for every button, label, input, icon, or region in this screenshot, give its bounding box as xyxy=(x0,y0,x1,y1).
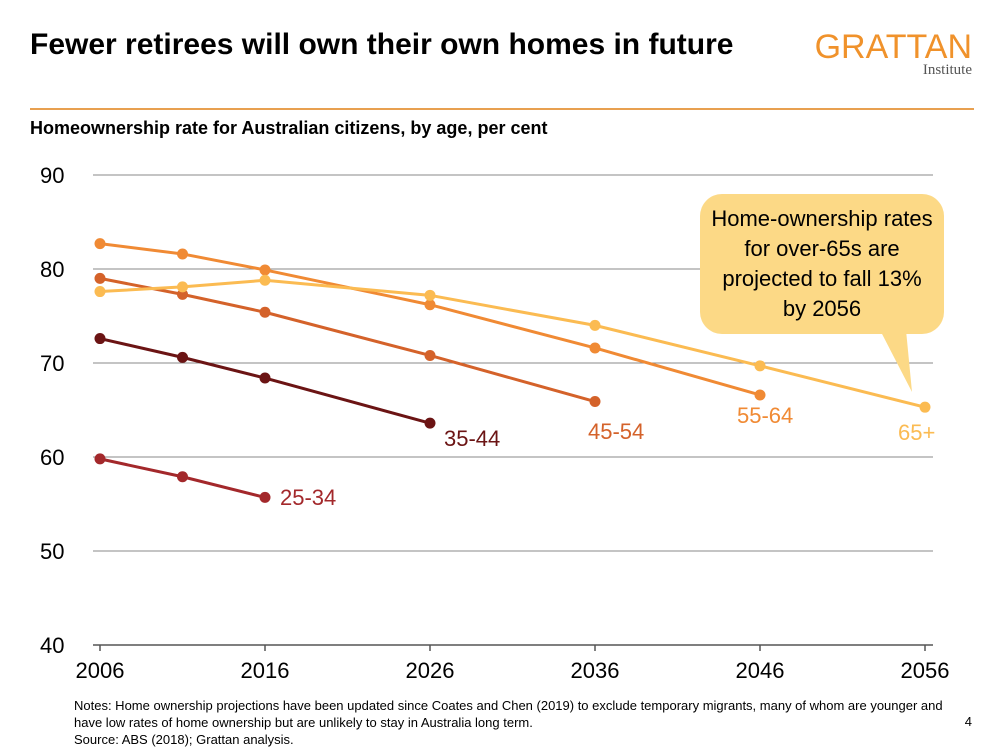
source-text: Source: ABS (2018); Grattan analysis. xyxy=(74,732,294,747)
data-point xyxy=(94,453,106,465)
logo-wordmark: GRATTAN xyxy=(814,28,972,66)
series-label: 45-54 xyxy=(588,419,644,444)
data-point xyxy=(177,281,188,293)
callout-box: Home-ownership rates for over-65s are pr… xyxy=(700,194,944,334)
x-tick-label: 2026 xyxy=(406,658,455,683)
notes-text: Notes: Home ownership projections have b… xyxy=(74,698,943,730)
logo-subtitle: Institute xyxy=(922,62,972,78)
header-divider xyxy=(30,108,974,110)
line-chart: 40 50 60 70 80 90 2006 2016 2026 2036 2046 2056 25-3… xyxy=(40,163,950,683)
y-tick-label: 50 xyxy=(40,539,64,564)
y-tick-label: 40 xyxy=(40,633,64,658)
data-point xyxy=(259,306,271,318)
data-point xyxy=(259,491,271,503)
series-label: 65+ xyxy=(898,420,935,445)
data-point xyxy=(589,319,601,331)
data-point xyxy=(424,299,436,311)
data-point xyxy=(94,333,106,345)
data-point xyxy=(94,238,106,250)
page-title: Fewer retirees will own their own homes … xyxy=(30,28,734,61)
y-tick-label: 80 xyxy=(40,257,64,282)
series-line-45-54 xyxy=(99,276,596,403)
data-point xyxy=(424,289,436,301)
data-point xyxy=(94,286,106,298)
x-tick-label: 2056 xyxy=(901,658,950,683)
data-point xyxy=(259,274,271,286)
footnotes: Notes: Home ownership projections have b… xyxy=(74,697,954,748)
data-point xyxy=(177,288,188,300)
x-tick-label: 2046 xyxy=(736,658,785,683)
data-point xyxy=(754,389,766,401)
data-point xyxy=(259,264,271,276)
x-tick-label: 2036 xyxy=(571,658,620,683)
y-tick-label: 60 xyxy=(40,445,64,470)
data-point xyxy=(94,272,106,284)
data-point xyxy=(424,349,436,361)
data-point xyxy=(177,351,188,363)
series-label: 35-44 xyxy=(444,426,500,451)
data-point xyxy=(589,342,601,354)
series-line-35-44 xyxy=(99,337,431,425)
data-point xyxy=(259,372,271,384)
data-point xyxy=(177,248,188,260)
grattan-logo: GRATTAN Institute xyxy=(815,30,972,79)
chart-subtitle: Homeownership rate for Australian citize… xyxy=(30,118,548,138)
data-point xyxy=(177,471,188,483)
series-line-55-64 xyxy=(99,242,761,397)
x-tick-label: 2006 xyxy=(76,658,125,683)
data-point xyxy=(589,396,601,408)
data-point xyxy=(919,401,931,413)
y-tick-label: 90 xyxy=(40,163,64,188)
series-label: 25-34 xyxy=(280,485,336,510)
data-point xyxy=(754,360,766,372)
x-tick-label: 2016 xyxy=(241,658,290,683)
series-label: 55-64 xyxy=(737,403,793,428)
page-number: 4 xyxy=(964,714,972,729)
y-tick-label: 70 xyxy=(40,351,64,376)
data-point xyxy=(424,417,436,429)
callout-text: Home-ownership rates for over-65s are pr… xyxy=(711,206,933,321)
